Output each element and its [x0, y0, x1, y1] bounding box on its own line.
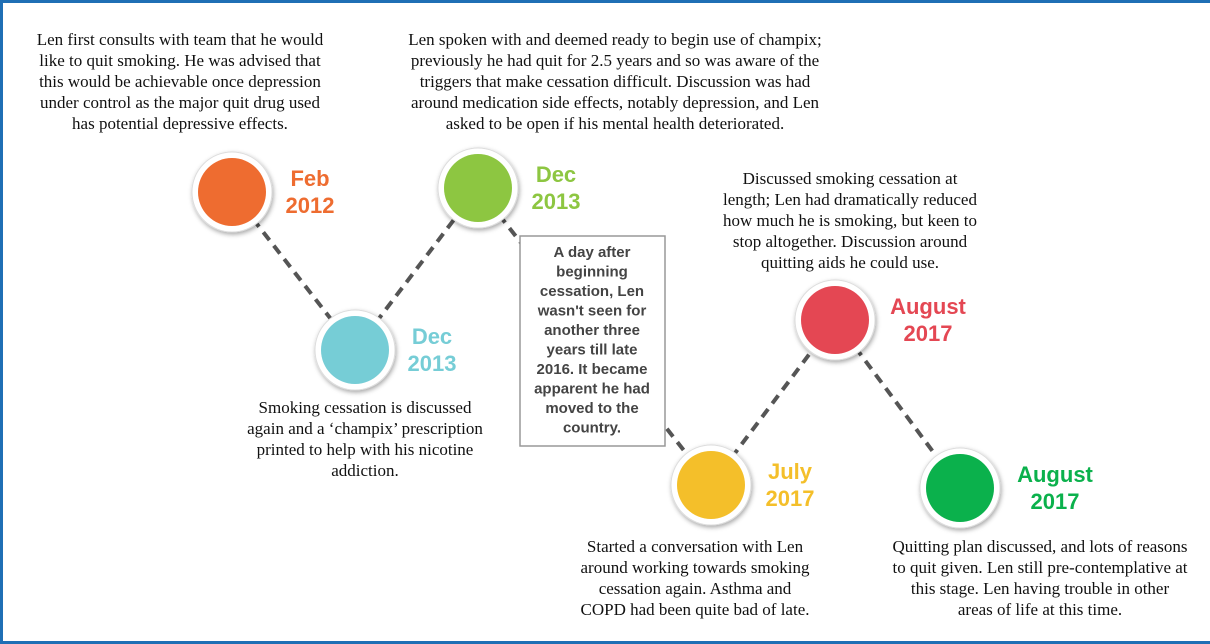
node-description: Len first consults with team that he wou… — [37, 30, 324, 49]
node-year: 2013 — [408, 351, 457, 376]
node-dot — [444, 154, 512, 222]
node-month: August — [1017, 462, 1093, 487]
node-description: cessation again. Asthma and — [599, 579, 792, 598]
callout-text: cessation, Len — [540, 283, 644, 300]
node-description: how much he is smoking, but keen to — [723, 211, 977, 230]
node-description: Started a conversation with Len — [587, 537, 804, 556]
node-description: addiction. — [331, 461, 399, 480]
node-description: around medication side effects, notably … — [411, 93, 820, 112]
callout-text: country. — [563, 420, 621, 437]
node-description: to quit given. Len still pre-contemplati… — [892, 558, 1187, 577]
node-year: 2012 — [286, 193, 335, 218]
node-description: COPD had been quite bad of late. — [581, 600, 810, 619]
node-description: this stage. Len having trouble in other — [911, 579, 1170, 598]
node-description: quitting aids he could use. — [761, 253, 939, 272]
callout-text: apparent he had — [534, 381, 650, 398]
node-dot — [926, 454, 994, 522]
node-description: areas of life at this time. — [958, 600, 1122, 619]
node-dot — [801, 286, 869, 354]
node-description: Smoking cessation is discussed — [259, 398, 472, 417]
node-month: July — [768, 459, 813, 484]
node-description: has potential depressive effects. — [72, 114, 288, 133]
node-month: Feb — [290, 166, 329, 191]
node-year: 2017 — [766, 486, 815, 511]
node-month: Dec — [412, 324, 452, 349]
node-dot — [198, 158, 266, 226]
callout-text: wasn't seen for — [537, 303, 647, 320]
node-description: Len spoken with and deemed ready to begi… — [408, 30, 822, 49]
node-dot — [677, 451, 745, 519]
node-description: around working towards smoking — [580, 558, 810, 577]
node-description: Discussed smoking cessation at — [743, 169, 958, 188]
node-description: Quitting plan discussed, and lots of rea… — [892, 537, 1187, 556]
node-description: under control as the major quit drug use… — [40, 93, 320, 112]
node-dot — [321, 316, 389, 384]
node-description: length; Len had dramatically reduced — [723, 190, 977, 209]
node-description: previously he had quit for 2.5 years and… — [411, 51, 819, 70]
node-description: this would be achievable once depression — [39, 72, 321, 91]
node-description: stop altogether. Discussion around — [733, 232, 968, 251]
callout-text: A day after — [554, 244, 631, 261]
callout-text: beginning — [556, 264, 628, 281]
callout-box — [519, 235, 666, 447]
node-year: 2017 — [1031, 489, 1080, 514]
callout-text: years till late — [547, 342, 638, 359]
node-description: asked to be open if his mental health de… — [446, 114, 784, 133]
node-month: August — [890, 294, 966, 319]
node-year: 2017 — [904, 321, 953, 346]
node-description: printed to help with his nicotine — [257, 440, 474, 459]
node-month: Dec — [536, 162, 576, 187]
callout-text: 2016. It became — [537, 361, 648, 378]
node-description: like to quit smoking. He was advised tha… — [39, 51, 321, 70]
node-description: triggers that make cessation difficult. … — [420, 72, 811, 91]
callout-text: moved to the — [545, 400, 638, 417]
node-year: 2013 — [532, 189, 581, 214]
callout-text: another three — [544, 322, 640, 339]
node-description: again and a ‘champix’ prescription — [247, 419, 483, 438]
